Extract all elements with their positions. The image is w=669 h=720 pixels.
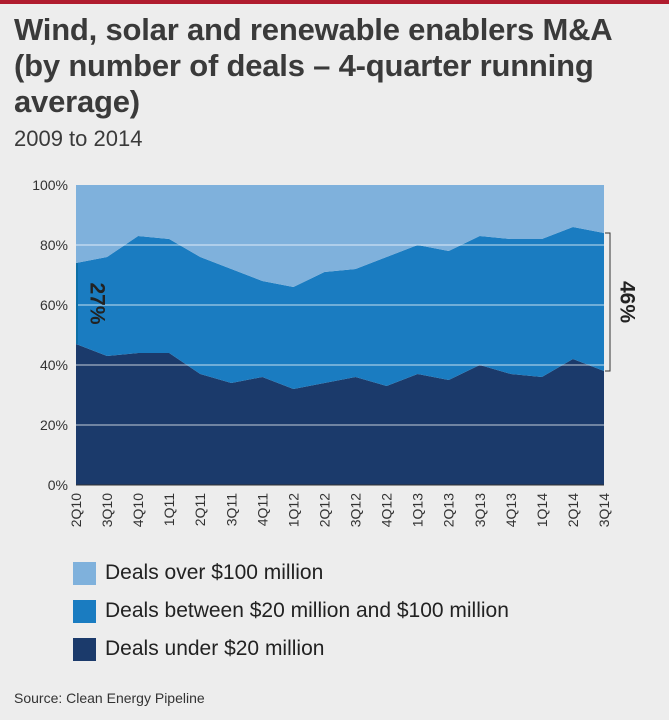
- legend-label-20m-100m: Deals between $20 million and $100 milli…: [105, 599, 509, 622]
- source-note: Source: Clean Energy Pipeline: [14, 690, 205, 706]
- x-tick-label: 1Q12: [285, 493, 301, 527]
- annotation-bracket: [605, 232, 611, 372]
- x-tick-label: 3Q12: [348, 493, 364, 527]
- x-tick-label: 4Q10: [130, 493, 146, 527]
- y-tick-label: 40%: [40, 357, 68, 373]
- annotation-label: 27%: [85, 282, 108, 324]
- legend-swatch-under-20m: [73, 637, 96, 661]
- chart-title: Wind, solar and renewable enablers M&A (…: [14, 12, 612, 119]
- x-tick-label: 1Q11: [161, 493, 177, 526]
- y-tick-label: 20%: [40, 417, 68, 433]
- legend-swatch-over-100m: [73, 561, 96, 585]
- y-tick-label: 0%: [48, 477, 68, 493]
- x-tick-label: 1Q13: [410, 493, 426, 527]
- x-tick-label: 2Q14: [565, 493, 581, 527]
- x-tick-label: 4Q11: [254, 493, 270, 526]
- x-tick-label: 3Q11: [223, 493, 239, 526]
- legend-swatch-20m-100m: [73, 599, 96, 623]
- chart-subtitle: 2009 to 2014: [14, 126, 143, 151]
- y-tick-label: 100%: [32, 177, 68, 193]
- x-tick-label: 3Q14: [596, 493, 612, 527]
- y-tick-label: 80%: [40, 237, 68, 253]
- legend-label-over-100m: Deals over $100 million: [105, 561, 324, 584]
- x-tick-label: 3Q10: [99, 493, 115, 527]
- stacked-area-chart: 0% 20% 40% 60% 80% 100% 2Q10 3Q10 4Q10 1Q11 2Q11 3Q…: [32, 177, 638, 527]
- top-rule: [0, 0, 669, 4]
- x-tick-label: 2Q13: [441, 493, 457, 527]
- area-deals-under-20-million: [76, 344, 604, 485]
- x-tick-label: 2Q10: [68, 493, 84, 527]
- x-tick-label: 2Q12: [316, 493, 332, 527]
- x-tick-label: 4Q12: [379, 493, 395, 527]
- annotation-label: 46%: [615, 281, 638, 323]
- x-tick-label: 4Q13: [503, 493, 519, 527]
- area-deals-between-20-million-and-100-million: [76, 227, 604, 389]
- x-tick-label: 1Q14: [534, 493, 550, 527]
- x-tick-label: 2Q11: [192, 493, 208, 526]
- legend-label-under-20m: Deals under $20 million: [105, 637, 325, 660]
- legend-item-over-100m: Deals over $100 million: [73, 554, 509, 592]
- legend-item-under-20m: Deals under $20 million: [73, 630, 509, 668]
- y-tick-label: 60%: [40, 297, 68, 313]
- area-deals-over-100-million: [76, 185, 604, 287]
- legend-item-20m-100m: Deals between $20 million and $100 milli…: [73, 592, 509, 630]
- x-tick-label: 3Q13: [472, 493, 488, 527]
- legend: Deals over $100 million Deals between $2…: [73, 554, 509, 668]
